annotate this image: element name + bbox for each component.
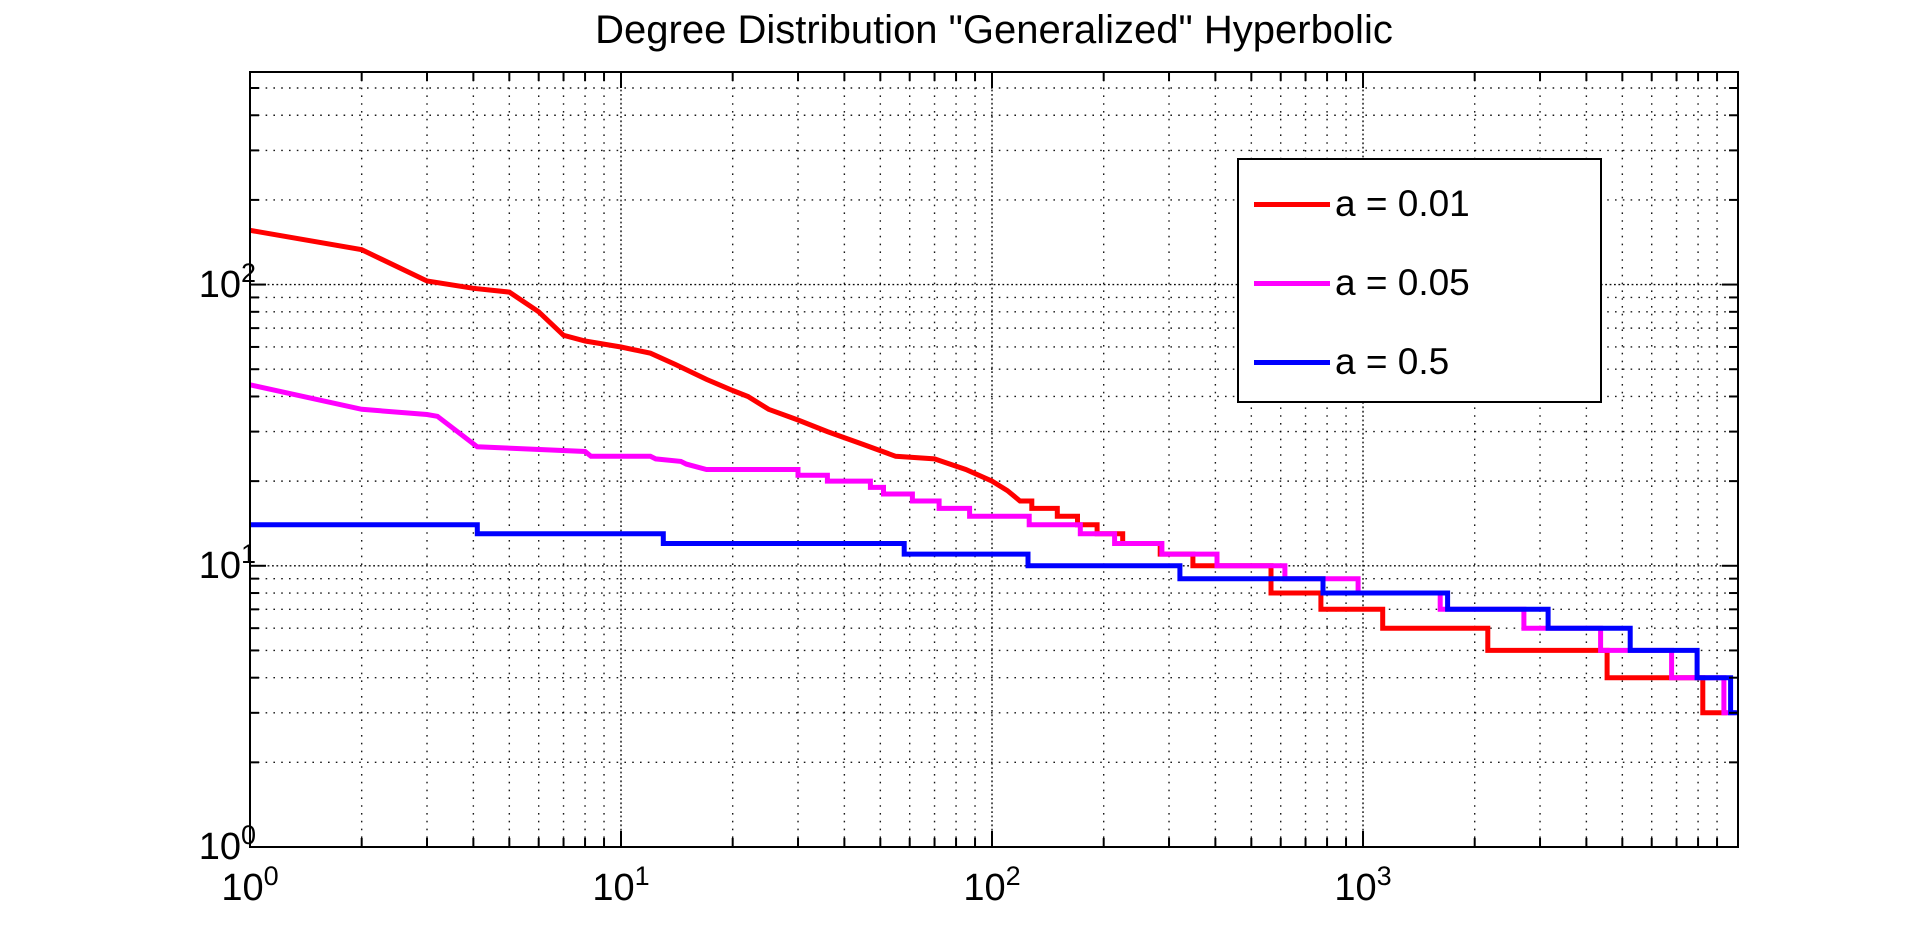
legend-line-sample-red	[1254, 202, 1330, 207]
legend-line-sample-magenta	[1254, 281, 1330, 286]
y-tick-label-1: 100	[198, 820, 256, 868]
y-tick-label-10: 101	[198, 539, 256, 587]
legend-box: a = 0.01 a = 0.05 a = 0.5	[1237, 158, 1602, 403]
series-line-a-0-5	[250, 522, 1738, 716]
x-tick-label-100: 102	[963, 861, 1021, 909]
legend-label: a = 0.01	[1335, 183, 1470, 224]
axes-border	[249, 71, 1739, 848]
x-tick-label-10: 101	[592, 861, 650, 909]
series-line-a-0-01	[249, 227, 1728, 716]
legend-entry-a-0-05: a = 0.05	[1239, 263, 1600, 303]
legend-line-sample-blue	[1254, 360, 1330, 365]
x-tick-label-1: 100	[221, 861, 279, 909]
x-tick-label-1000: 103	[1334, 861, 1392, 909]
legend-label: a = 0.05	[1335, 262, 1470, 303]
y-tick-label-100: 102	[198, 258, 256, 306]
legend-entry-a-0-5: a = 0.5	[1239, 342, 1600, 382]
legend-label: a = 0.5	[1335, 341, 1450, 382]
legend-entry-a-0-01: a = 0.01	[1239, 184, 1600, 224]
chart-title: Degree Distribution "Generalized" Hyperb…	[595, 8, 1393, 52]
